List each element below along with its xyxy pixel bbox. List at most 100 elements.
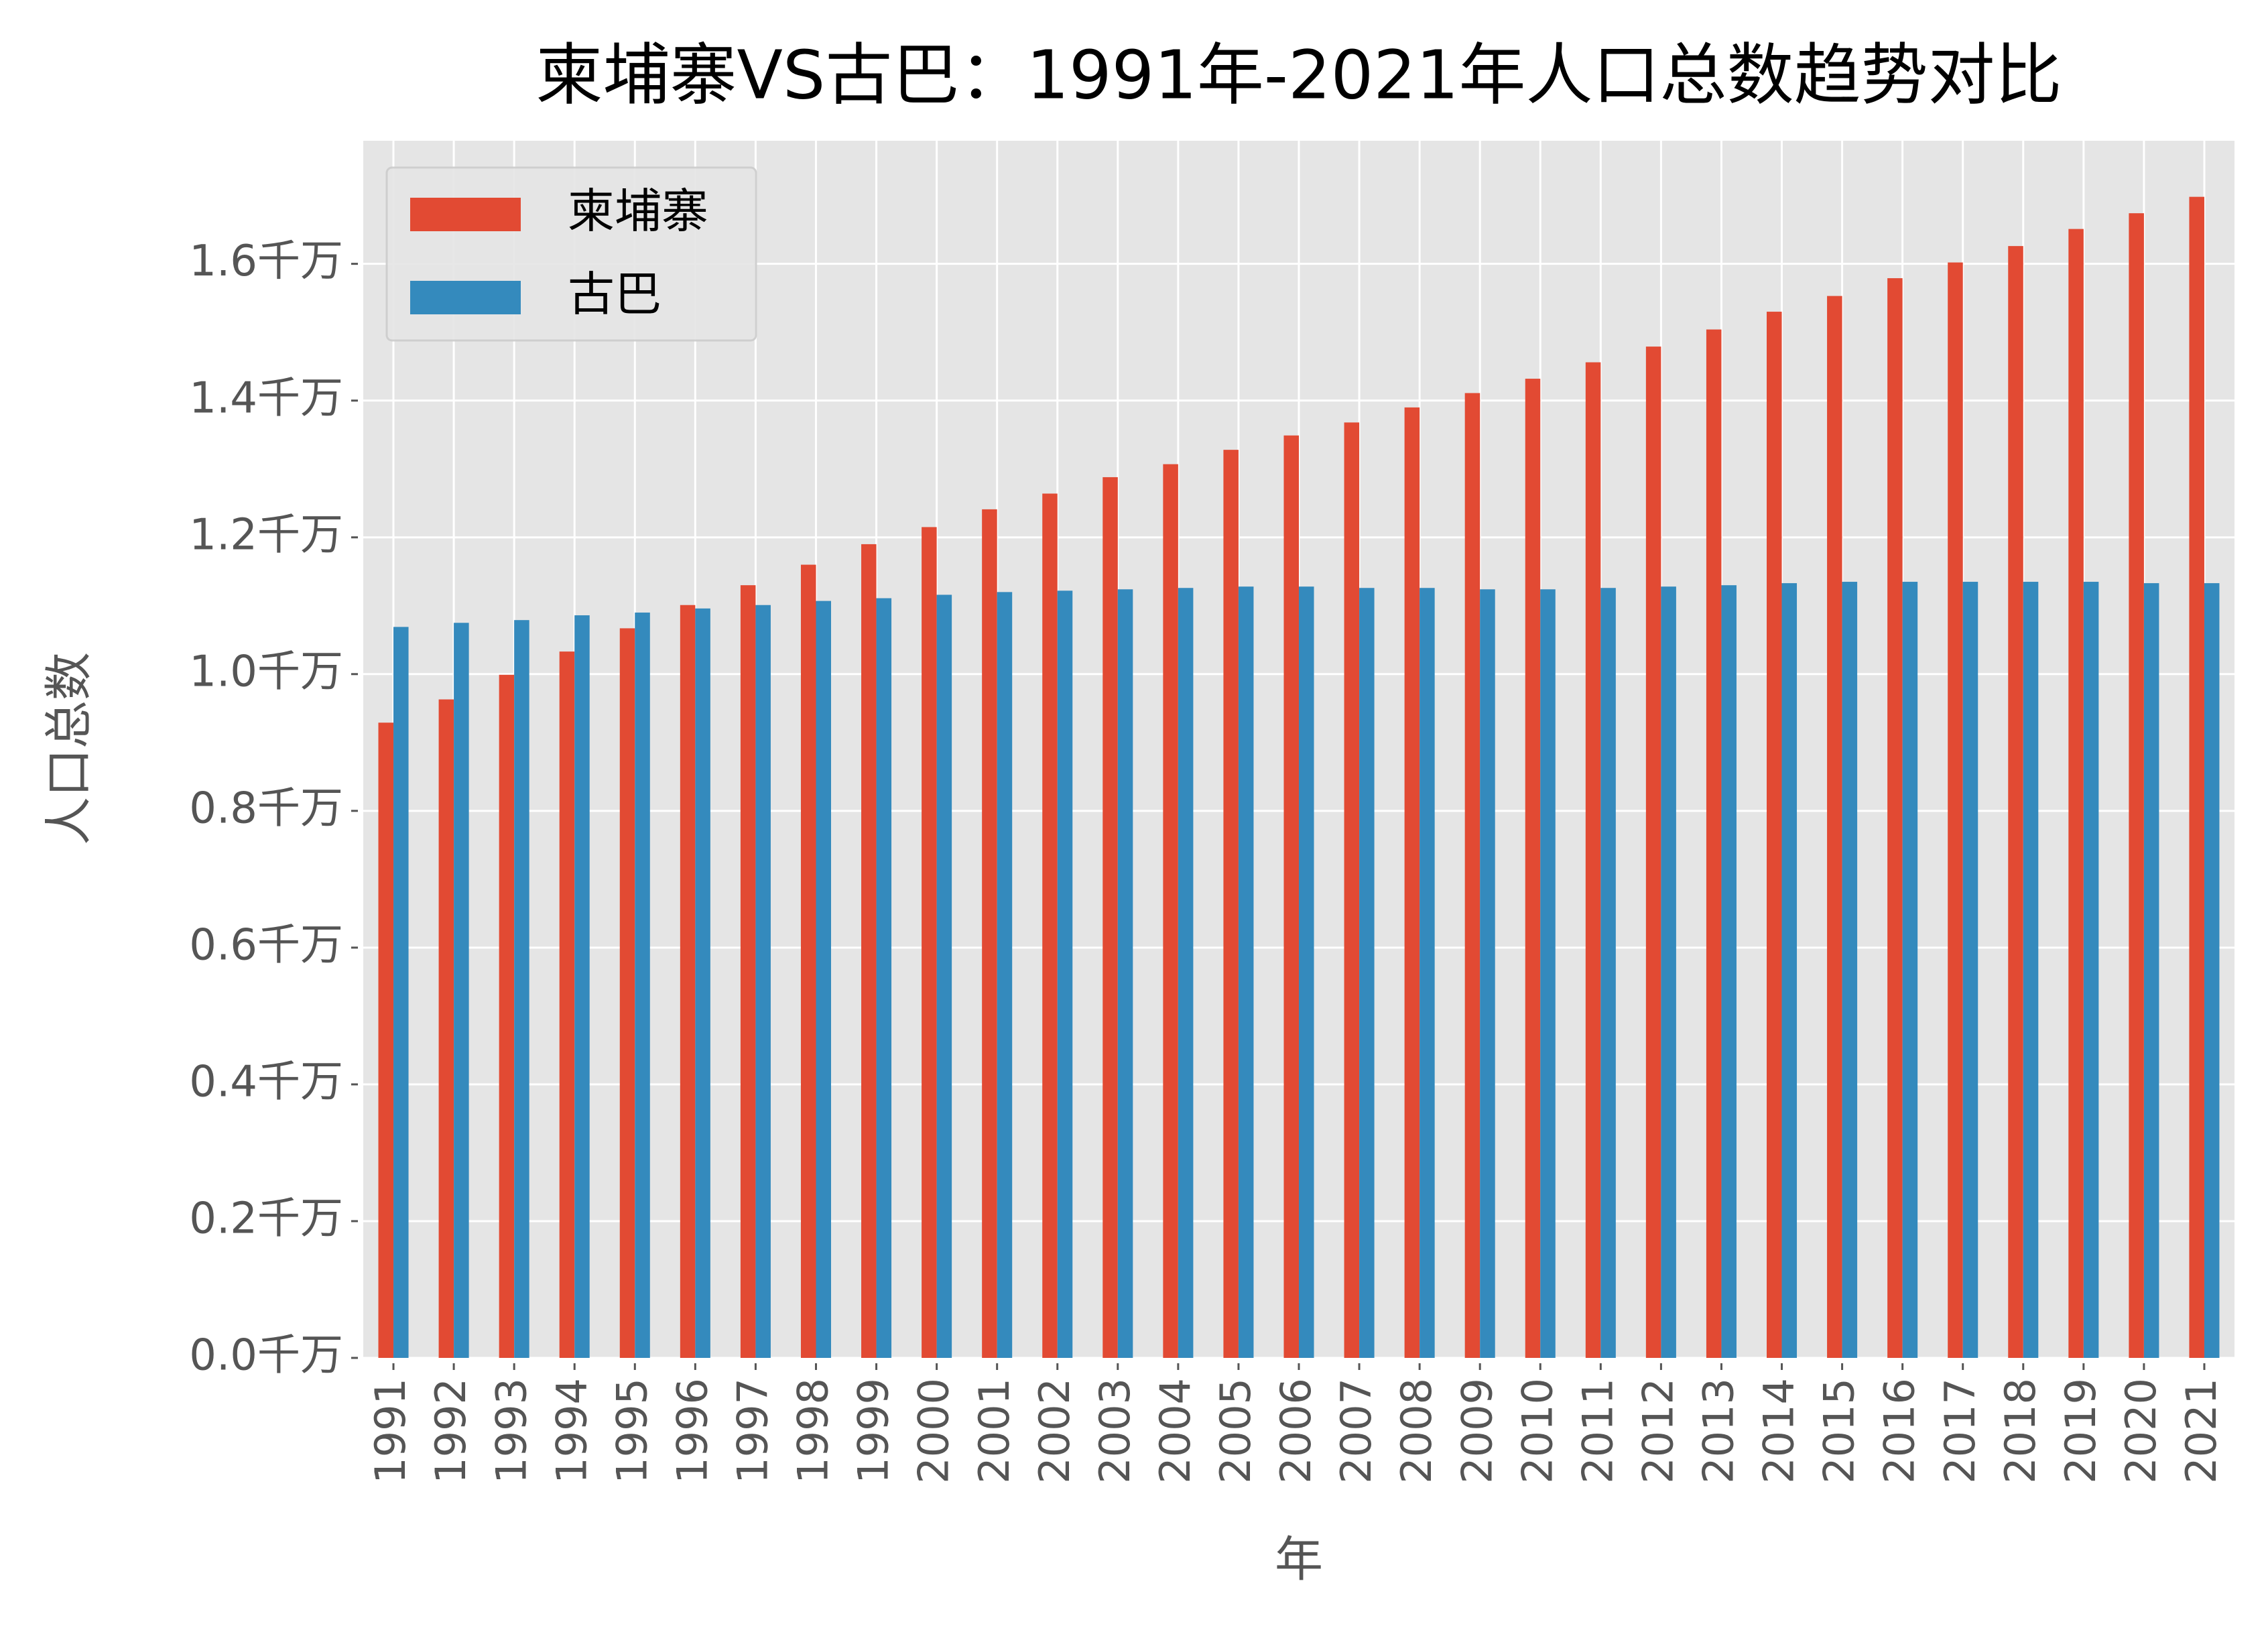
bar bbox=[619, 628, 635, 1359]
x-axis-label: 年 bbox=[1275, 1531, 1323, 1588]
bar bbox=[1842, 582, 1858, 1358]
x-tick-label: 2008 bbox=[1392, 1378, 1441, 1484]
y-tick-label: 0.8千万 bbox=[189, 784, 343, 833]
bar bbox=[635, 612, 650, 1358]
bar bbox=[559, 651, 575, 1358]
bar bbox=[997, 592, 1013, 1358]
bar bbox=[2083, 582, 2099, 1358]
x-tick-label: 2010 bbox=[1513, 1378, 1562, 1484]
bar bbox=[2008, 246, 2023, 1358]
x-tick-label: 1999 bbox=[849, 1378, 898, 1484]
bar bbox=[454, 623, 469, 1358]
bar bbox=[740, 585, 756, 1359]
x-tick-label: 2015 bbox=[1815, 1378, 1864, 1484]
legend-label: 古巴 bbox=[568, 267, 662, 322]
y-tick-label: 0.0千万 bbox=[189, 1331, 343, 1381]
bar bbox=[1344, 422, 1360, 1359]
x-tick-label: 2019 bbox=[2056, 1378, 2105, 1484]
y-tick-label: 1.6千万 bbox=[189, 237, 343, 286]
y-tick-label: 0.4千万 bbox=[189, 1057, 343, 1107]
x-tick-label: 2014 bbox=[1755, 1378, 1804, 1484]
x-tick-label: 2007 bbox=[1332, 1378, 1381, 1484]
x-tick-label: 2020 bbox=[2117, 1378, 2165, 1484]
x-tick-label: 1991 bbox=[366, 1378, 415, 1484]
y-tick-label: 0.6千万 bbox=[189, 920, 343, 970]
bar bbox=[1540, 589, 1556, 1359]
x-tick-label: 1992 bbox=[426, 1378, 475, 1484]
legend-swatch bbox=[410, 198, 521, 231]
x-tick-label: 2011 bbox=[1573, 1378, 1622, 1484]
x-tick-label: 2016 bbox=[1875, 1378, 1924, 1484]
x-tick-label: 1994 bbox=[547, 1378, 596, 1484]
bar bbox=[1359, 588, 1375, 1358]
bar bbox=[1042, 493, 1058, 1358]
x-tick-label: 2006 bbox=[1271, 1378, 1320, 1484]
bar bbox=[876, 598, 892, 1359]
bar bbox=[861, 544, 877, 1358]
x-tick-label: 1996 bbox=[668, 1378, 716, 1484]
bar bbox=[1962, 582, 1978, 1358]
y-tick-label: 0.2千万 bbox=[189, 1194, 343, 1244]
bar bbox=[1404, 407, 1420, 1358]
bar bbox=[800, 564, 816, 1358]
x-tick-label: 2004 bbox=[1151, 1378, 1200, 1484]
x-tick-label: 1997 bbox=[729, 1378, 777, 1484]
bar bbox=[1525, 379, 1541, 1358]
bar bbox=[1585, 362, 1601, 1359]
bar bbox=[1163, 464, 1178, 1358]
bar bbox=[1600, 588, 1616, 1358]
bar bbox=[2068, 229, 2084, 1358]
bar bbox=[982, 509, 997, 1358]
bar bbox=[1117, 589, 1133, 1359]
bar bbox=[755, 605, 771, 1358]
x-tick-label: 2013 bbox=[1694, 1378, 1743, 1484]
x-tick-label: 2017 bbox=[1936, 1378, 1984, 1484]
bar bbox=[1464, 393, 1480, 1359]
bar bbox=[514, 620, 529, 1359]
bar bbox=[936, 594, 952, 1358]
legend-swatch bbox=[410, 281, 521, 314]
y-axis-label: 人口总数 bbox=[41, 652, 97, 845]
x-tick-label: 2012 bbox=[1633, 1378, 1682, 1484]
x-tick-label: 1998 bbox=[789, 1378, 838, 1484]
bar bbox=[1645, 347, 1661, 1358]
bar bbox=[1238, 586, 1254, 1358]
bar bbox=[1661, 586, 1676, 1358]
bar bbox=[574, 615, 590, 1359]
bar bbox=[1948, 262, 1963, 1359]
bar bbox=[1902, 582, 1918, 1358]
bar bbox=[1781, 583, 1798, 1358]
bar bbox=[1283, 435, 1299, 1359]
bar bbox=[499, 674, 515, 1358]
bar bbox=[2023, 582, 2039, 1358]
bar bbox=[922, 527, 937, 1358]
bar bbox=[1706, 329, 1722, 1358]
bar bbox=[816, 601, 831, 1358]
bar bbox=[2129, 213, 2144, 1359]
x-tick-label: 2018 bbox=[1996, 1378, 2045, 1484]
bar bbox=[378, 723, 394, 1358]
y-tick-label: 1.4千万 bbox=[189, 373, 343, 423]
x-tick-label: 1993 bbox=[487, 1378, 536, 1484]
y-tick-label: 1.0千万 bbox=[189, 647, 343, 696]
bar bbox=[1102, 477, 1118, 1358]
bar bbox=[2189, 196, 2204, 1358]
bar bbox=[1057, 590, 1073, 1358]
bar bbox=[1721, 585, 1737, 1359]
bar bbox=[1480, 589, 1495, 1359]
bar bbox=[1299, 586, 1314, 1358]
bar bbox=[1420, 588, 1435, 1358]
bar bbox=[1887, 278, 1903, 1358]
bar bbox=[2204, 583, 2220, 1358]
bar bbox=[1178, 588, 1194, 1358]
x-tick-label: 2003 bbox=[1090, 1378, 1139, 1484]
x-tick-label: 1995 bbox=[607, 1378, 656, 1484]
y-tick-label: 1.2千万 bbox=[189, 510, 343, 560]
x-tick-label: 2021 bbox=[2177, 1378, 2226, 1484]
bar bbox=[438, 699, 454, 1358]
bar bbox=[1827, 296, 1842, 1358]
x-tick-label: 2001 bbox=[970, 1378, 1019, 1484]
x-tick-label: 2005 bbox=[1211, 1378, 1260, 1484]
